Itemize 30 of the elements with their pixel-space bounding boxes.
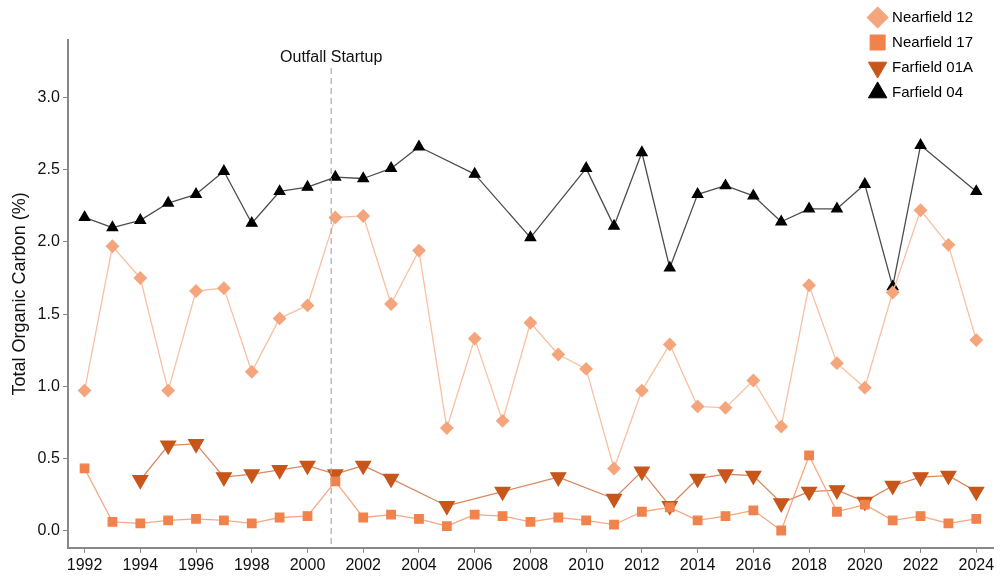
y-tick-label: 3.0 xyxy=(37,88,60,106)
x-tick-label: 2024 xyxy=(958,555,995,573)
x-tick-label: 2002 xyxy=(345,555,382,573)
x-tick-label: 1996 xyxy=(178,555,214,573)
x-tick-label: 2008 xyxy=(512,555,549,573)
x-tick-label: 1992 xyxy=(66,555,103,573)
x-tick-label: 1994 xyxy=(122,555,159,573)
x-tick-label: 2018 xyxy=(791,555,827,573)
x-tick-label: 2022 xyxy=(902,555,939,573)
legend-label: Farfield 04 xyxy=(892,82,963,100)
y-tick-label: 2.5 xyxy=(37,160,60,178)
x-tick-label: 2020 xyxy=(847,555,883,573)
x-tick-label: 2010 xyxy=(568,555,605,573)
y-tick-label: 1.5 xyxy=(37,304,60,322)
x-tick-label: 2016 xyxy=(735,555,772,573)
y-tick-label: 0.0 xyxy=(37,520,60,538)
legend-label: Nearfield 12 xyxy=(892,7,974,25)
y-axis-title: Total Organic Carbon (%) xyxy=(8,192,29,396)
y-tick-label: 1.0 xyxy=(37,376,60,394)
ref-line-label: Outfall Startup xyxy=(280,48,383,66)
x-tick-label: 2006 xyxy=(456,555,493,573)
x-tick-label: 2000 xyxy=(289,555,326,573)
y-tick-label: 0.5 xyxy=(37,448,60,466)
x-tick-label: 1998 xyxy=(233,555,270,573)
legend-label: Farfield 01A xyxy=(892,57,973,75)
x-tick-label: 2014 xyxy=(679,555,716,573)
legend-label: Nearfield 17 xyxy=(892,32,974,50)
y-tick-label: 2.0 xyxy=(37,232,60,250)
x-tick-label: 2004 xyxy=(401,555,437,573)
x-tick-label: 2012 xyxy=(624,555,660,573)
